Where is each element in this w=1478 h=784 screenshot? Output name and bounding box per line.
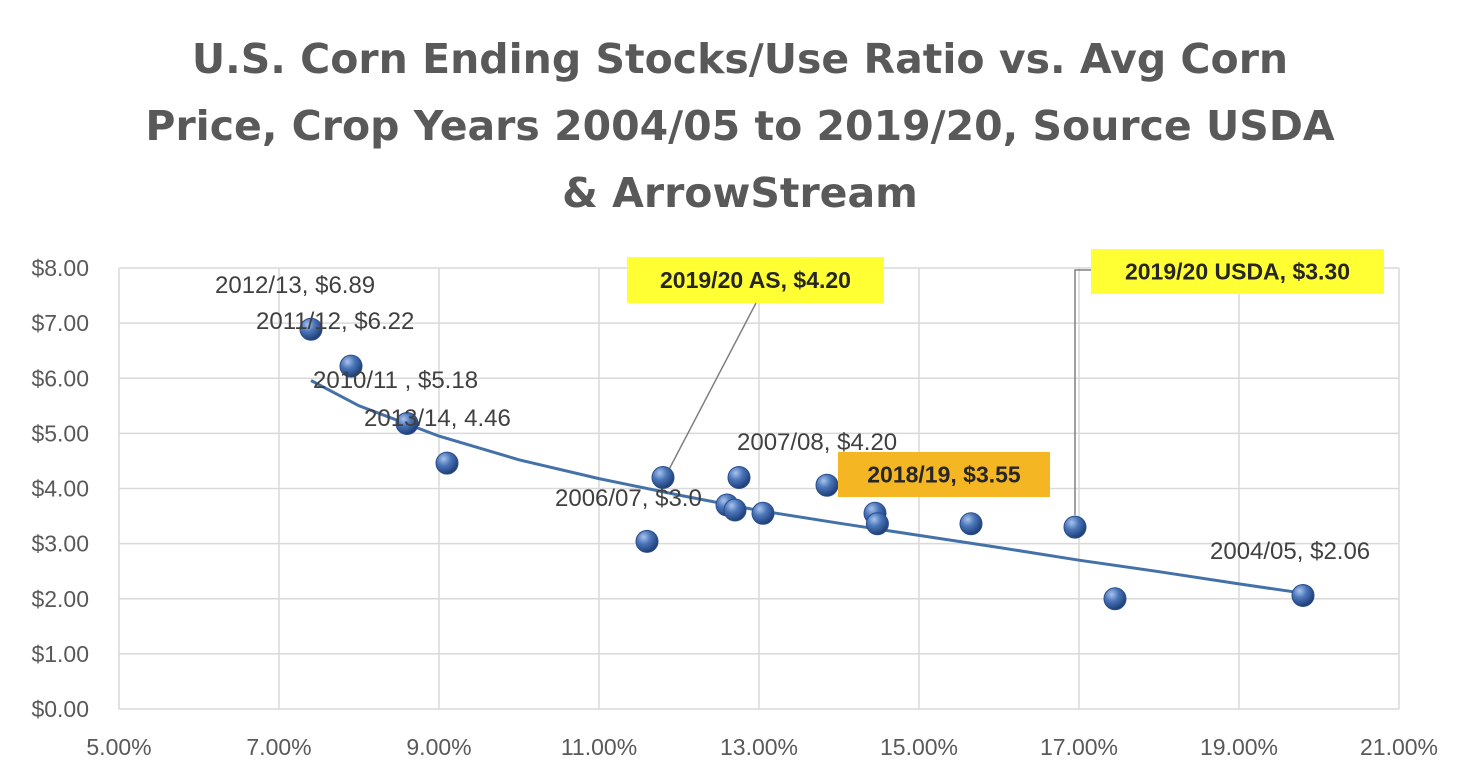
data-point — [1103, 587, 1127, 611]
data-label: 2011/12, $6.22 — [256, 308, 414, 335]
data-label: 2013/14, 4.46 — [364, 405, 511, 432]
data-label: 2010/11 , $5.18 — [313, 367, 478, 394]
callout-box — [838, 452, 1050, 497]
x-tick-label: 17.00% — [1040, 734, 1118, 760]
data-point — [815, 473, 839, 497]
data-point — [635, 529, 659, 553]
data-label: 2007/08, $4.20 — [737, 429, 897, 456]
y-tick-label: $0.00 — [31, 696, 89, 722]
callout-leader — [668, 302, 757, 470]
callout-label: 2019/20 AS, $4.20 — [660, 267, 851, 293]
data-point — [727, 465, 751, 489]
chart-title: U.S. Corn Ending Stocks/Use Ratio vs. Av… — [140, 26, 1340, 227]
data-point — [339, 354, 363, 378]
data-label: 2006/07, $3.0 — [555, 485, 702, 512]
callout-box — [1091, 249, 1384, 294]
chart-title-line-2: Price, Crop Years 2004/05 to 2019/20, So… — [145, 102, 1335, 150]
y-tick-label: $4.00 — [31, 476, 89, 502]
x-tick-label: 19.00% — [1200, 734, 1278, 760]
data-point — [299, 317, 323, 341]
y-tick-label: $1.00 — [31, 641, 89, 667]
y-tick-label: $5.00 — [31, 420, 89, 446]
x-tick-label: 7.00% — [246, 734, 311, 760]
callout-label: 2018/19, $3.55 — [867, 462, 1021, 488]
callout-leader — [1074, 269, 1091, 516]
chart-title-line-3: & ArrowStream — [562, 169, 918, 217]
callout-box — [627, 257, 884, 303]
data-point — [435, 451, 459, 475]
y-tick-label: $2.00 — [31, 586, 89, 612]
x-tick-label: 11.00% — [561, 734, 637, 760]
data-point — [751, 501, 775, 525]
x-tick-label: 13.00% — [720, 734, 798, 760]
x-tick-label: 15.00% — [880, 734, 958, 760]
data-point — [959, 512, 983, 536]
data-point — [865, 512, 889, 536]
callout-label: 2019/20 USDA, $3.30 — [1125, 259, 1350, 285]
y-tick-label: $6.00 — [31, 365, 89, 391]
trendline — [310, 379, 1304, 595]
chart-title-line-1: U.S. Corn Ending Stocks/Use Ratio vs. Av… — [191, 35, 1289, 83]
data-label: 2012/13, $6.89 — [215, 272, 375, 299]
y-tick-label: $3.00 — [31, 531, 89, 557]
data-point — [1063, 515, 1087, 539]
x-tick-label: 9.00% — [406, 734, 471, 760]
data-point — [651, 465, 675, 489]
y-tick-label: $8.00 — [31, 255, 89, 281]
x-tick-label: 5.00% — [86, 734, 151, 760]
y-tick-label: $7.00 — [31, 310, 89, 336]
x-tick-label: 21.00% — [1360, 734, 1438, 760]
data-point — [395, 411, 419, 435]
data-label: 2004/05, $2.06 — [1210, 538, 1370, 565]
data-point — [1291, 583, 1315, 607]
data-point — [723, 498, 747, 522]
